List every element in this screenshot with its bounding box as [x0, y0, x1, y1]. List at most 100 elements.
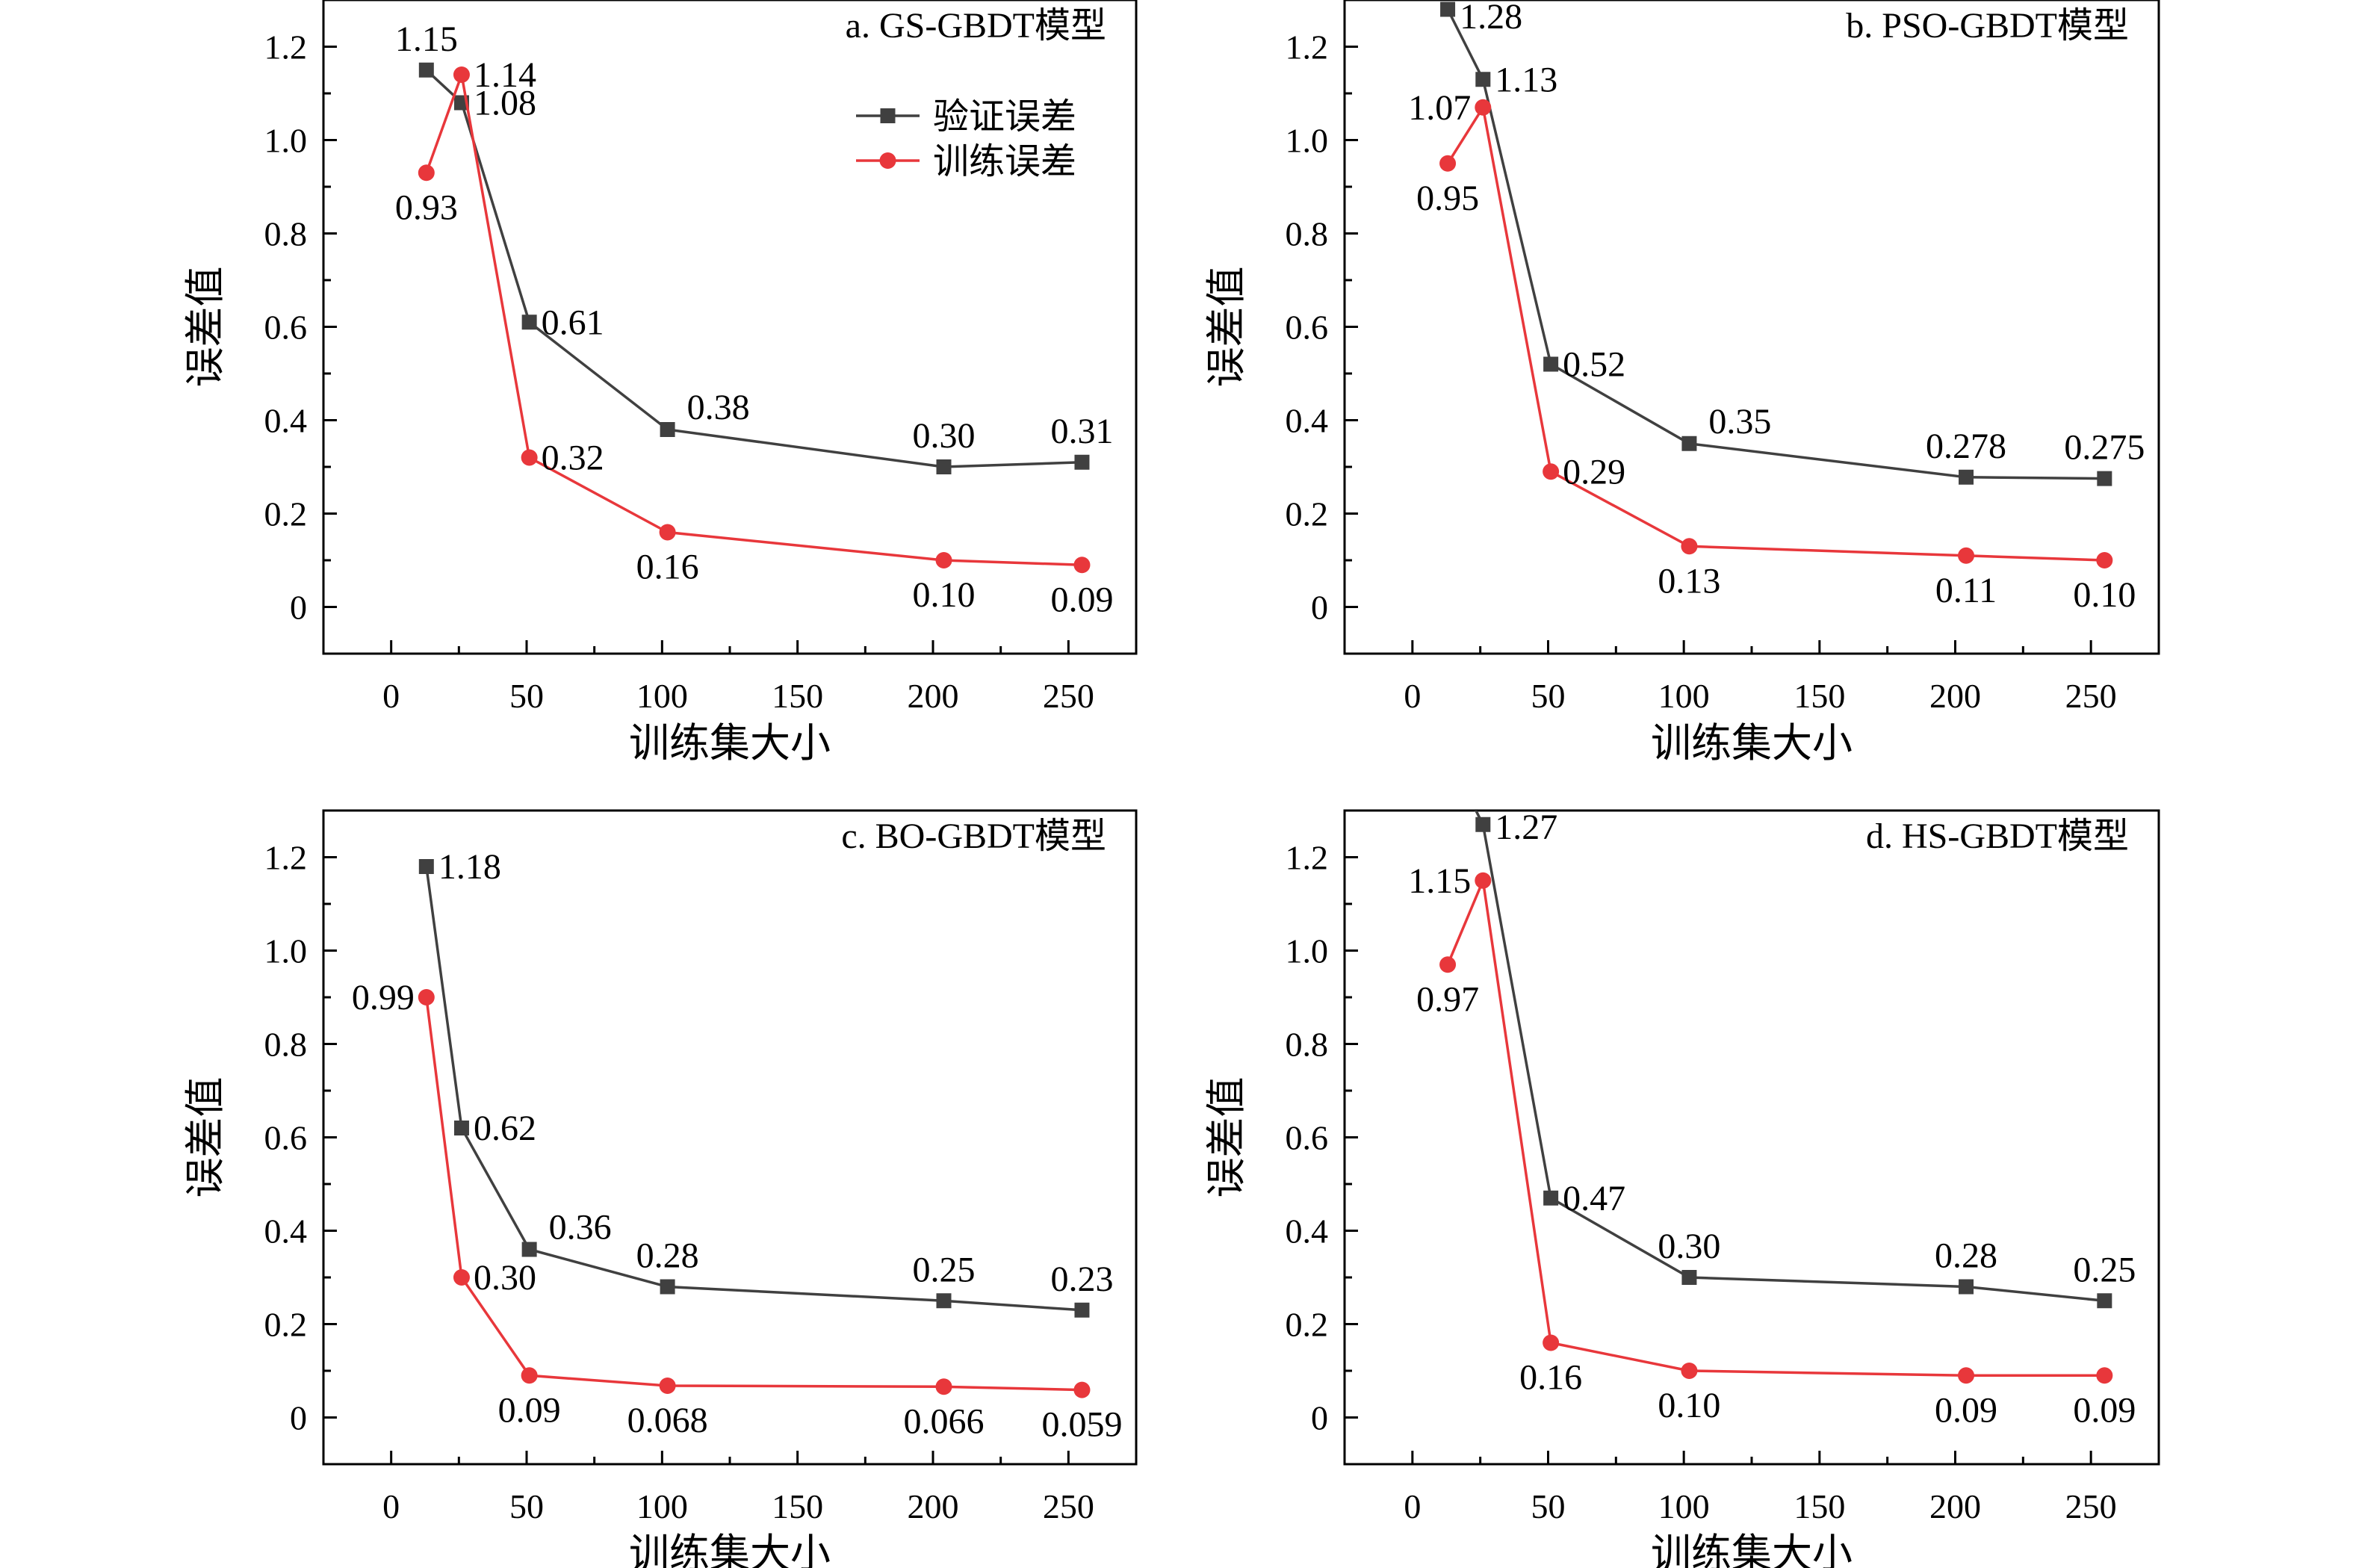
- panel-a-x-tick-label: 100: [636, 677, 688, 715]
- panel-c-series-validation-data-label: 0.62: [474, 1109, 536, 1148]
- panel-a-series-training-data-label: 1.14: [474, 55, 536, 95]
- panel-a-legend-entry-validation-label: 验证误差: [933, 97, 1076, 137]
- panel-b-series-training-point: [1475, 99, 1492, 116]
- panel-d-series-training-data-label: 0.97: [1416, 979, 1479, 1019]
- panel-d-series-validation-point: [1959, 1279, 1974, 1295]
- panel-b-series-validation-data-label: 0.275: [2064, 428, 2145, 468]
- panel-c-series-training-point: [521, 1367, 538, 1384]
- panel-d-x-axis-title: 训练集大小: [1651, 1531, 1853, 1568]
- panel-a-series-training-point: [659, 524, 676, 541]
- panel-c-x-tick-label: 100: [636, 1487, 688, 1525]
- panel-c-series-training-data-label: 0.068: [627, 1401, 708, 1440]
- panel-c-series-training-point: [453, 1269, 470, 1286]
- panel-a-series-validation-point: [936, 459, 952, 474]
- panel-c-y-tick-label: 0.2: [264, 1306, 308, 1344]
- panel-d-x-tick-label: 150: [1794, 1487, 1845, 1525]
- panel-d-y-tick-label: 0.8: [1286, 1026, 1329, 1064]
- panel-d-x-tick-label: 250: [2065, 1487, 2117, 1525]
- panel-b-series-validation-data-label: 0.278: [1926, 427, 2006, 466]
- panel-c-y-axis-title: 误差值: [183, 1077, 228, 1198]
- panel-a-y-tick-label: 0.4: [264, 402, 308, 440]
- panel-d-series-training-data-label: 0.09: [2073, 1390, 2136, 1430]
- panel-d-y-tick-label: 0.6: [1286, 1119, 1329, 1157]
- panel-c-x-tick-label: 200: [908, 1487, 959, 1525]
- panel-b-series-training-point: [1439, 155, 1457, 172]
- panel-b: 0 50 100 150 200 250 0 0.2 0.4 0.6 0.8 1.0 1.2 训练集大小 误…: [1204, 0, 2160, 766]
- panel-d-series-training-point: [1543, 1334, 1560, 1351]
- panel-c-x-tick-label: 50: [509, 1487, 544, 1525]
- panel-c-x-tick-label: 0: [382, 1487, 400, 1525]
- panel-b-series-training-data-label: 0.10: [2073, 575, 2136, 615]
- panel-a-series-training-data-label: 0.16: [636, 548, 699, 587]
- panel-a-series-validation-point: [1074, 454, 1090, 470]
- panel-a-legend-entry-training-label: 训练误差: [933, 142, 1076, 182]
- panel-d-x-tick-label: 200: [1929, 1487, 1981, 1525]
- panel-b-y-tick-label: 0: [1311, 589, 1328, 627]
- panel-c-series-training-point: [418, 989, 435, 1005]
- panel-d-y-tick-label: 1.0: [1286, 932, 1329, 970]
- panel-d-series-validation-point: [1440, 747, 1455, 762]
- panel-a-series-validation-point: [660, 422, 675, 437]
- panel-a-series-training-line: [425, 69, 1082, 567]
- panel-b-series-validation-point: [1959, 469, 1974, 485]
- panel-b-series-training-point: [1681, 538, 1698, 555]
- panel-c-series-training-point: [1073, 1381, 1091, 1398]
- panel-c-series-training-point: [659, 1378, 676, 1394]
- panel-a-y-tick-label: 0.8: [264, 215, 308, 253]
- panel-a-series-training-point: [453, 66, 470, 83]
- panel-b-title: b. PSO-GBDT模型: [1846, 6, 2129, 46]
- panel-c-x-axis-title: 训练集大小: [629, 1531, 831, 1568]
- panel-a-y-tick-label: 1.0: [264, 122, 308, 160]
- panel-c-y-tick-label: 0.6: [264, 1119, 308, 1157]
- panel-a-y-axis-title: 误差值: [183, 267, 228, 388]
- panel-a-legend-entry-validation-marker: [880, 108, 896, 123]
- panel-a-series-validation-data-label: 1.15: [395, 19, 458, 59]
- panel-c-y-tick-label: 1.0: [264, 932, 308, 970]
- panel-d-series-validation-point: [1681, 1270, 1697, 1285]
- panel-b-series-validation-point: [1543, 356, 1559, 372]
- panel-b-y-tick-label: 0.6: [1286, 309, 1329, 347]
- panel-c-series-training-data-label: 0.99: [352, 978, 415, 1017]
- panel-c-series-validation-point: [660, 1279, 675, 1295]
- panel-d-series-validation-point: [1543, 1190, 1559, 1206]
- panel-c-x-tick-label: 250: [1043, 1487, 1094, 1525]
- panel-d-x-tick-label: 100: [1658, 1487, 1710, 1525]
- panel-d-series-validation-data-label: 0.28: [1935, 1236, 1997, 1276]
- panel-a: 0 50 100 150 200 250 0 0.2 0.4 0.6 0.8 1.0 1.2 训练集大小 误…: [183, 0, 1138, 766]
- panel-a-series-training-point: [1073, 557, 1091, 574]
- panel-c-y-tick-label: 0.8: [264, 1026, 308, 1064]
- panel-d-y-tick-label: 1.2: [1286, 839, 1329, 877]
- panel-b-series-validation-data-label: 0.52: [1563, 345, 1625, 385]
- panel-b-plot-area: [1439, 1, 2113, 568]
- panel-b-series-validation-data-label: 0.35: [1708, 402, 1771, 441]
- panel-a-x-axis-title: 训练集大小: [629, 721, 831, 766]
- panel-b-y-axis-title: 误差值: [1204, 267, 1249, 388]
- panel-c-x-tick-label: 150: [772, 1487, 823, 1525]
- panel-d-x-tick-label: 0: [1404, 1487, 1421, 1525]
- panel-c-series-validation-line: [425, 866, 1082, 1312]
- panel-b-series-training-data-label: 0.11: [1935, 571, 1997, 610]
- panel-b-series-validation-data-label: 1.28: [1460, 0, 1522, 37]
- panel-a-x-tick-label: 0: [382, 677, 400, 715]
- panel-c-series-validation-data-label: 1.18: [438, 847, 501, 887]
- panel-a-series-training-data-label: 0.09: [1050, 580, 1113, 619]
- panel-b-x-axis-title: 训练集大小: [1651, 721, 1853, 766]
- panel-b-series-training-line: [1446, 104, 2105, 562]
- panel-c-series-validation-data-label: 0.36: [549, 1208, 612, 1248]
- panel-b-series-training-point: [1543, 463, 1560, 480]
- panel-a-series-training-point: [418, 164, 435, 182]
- panel-d: 0 50 100 150 200 250 0 0.2 0.4 0.6 0.8 1.0 1.2 训练集大小 误…: [1204, 747, 2160, 1568]
- panel-a-x-tick-label: 200: [908, 677, 959, 715]
- panel-a-series-training-data-label: 0.10: [913, 575, 976, 615]
- panel-d-y-axis-title: 误差值: [1204, 1077, 1249, 1198]
- panel-b-y-tick-label: 0.4: [1286, 402, 1329, 440]
- panel-c-series-training-data-label: 0.30: [474, 1258, 536, 1298]
- panel-b-series-training-data-label: 0.29: [1563, 452, 1625, 492]
- panel-b-x-tick-label: 0: [1404, 677, 1421, 715]
- panel-b-series-training-data-label: 0.95: [1416, 179, 1479, 218]
- panel-c-series-training-data-label: 0.09: [498, 1390, 561, 1430]
- panel-d-series-validation-data-label: 0.47: [1563, 1179, 1625, 1218]
- panel-c-series-training-point: [935, 1378, 952, 1395]
- panel-d-series-validation-point: [2097, 1293, 2112, 1309]
